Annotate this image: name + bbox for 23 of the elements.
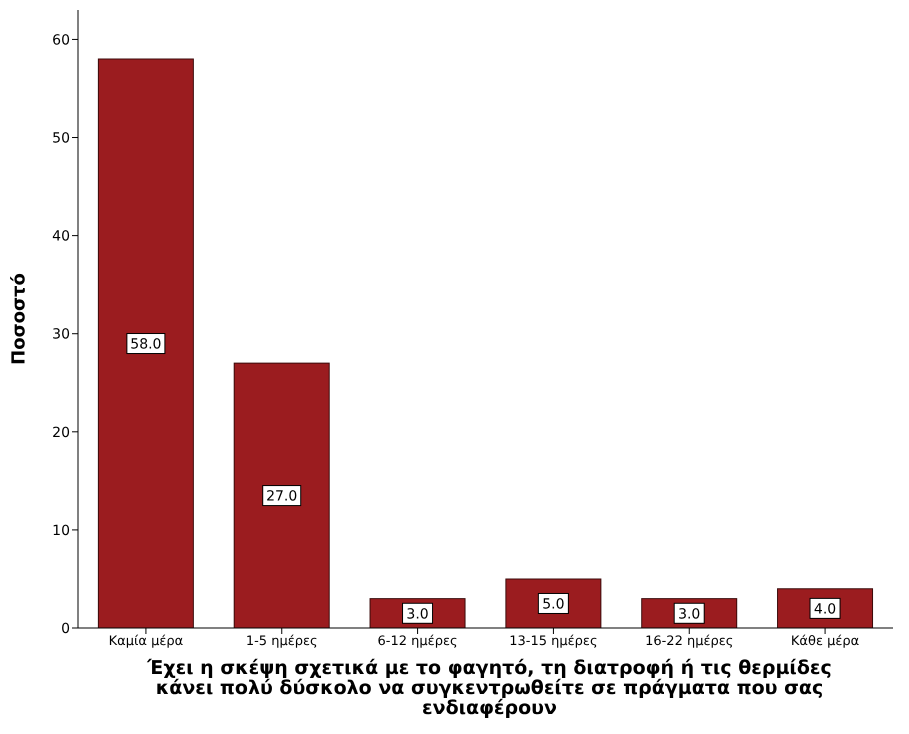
y-tick-label: 50 xyxy=(52,130,70,146)
y-tick-label: 20 xyxy=(52,424,70,441)
y-tick-label: 40 xyxy=(52,228,70,245)
data-label: 3.0 xyxy=(406,606,429,622)
data-label: 58.0 xyxy=(130,336,162,353)
x-axis-title: Έχει η σκέψη σχετικά με το φαγητό, τη διατροφή ή τις θερμίδες κάνει πολύ δύσκολο να συγκεντρωθείτε σε πράγματα που σας ενδιαφέρουν xyxy=(146,657,833,719)
x-tick-label: 1-5 ημέρες xyxy=(246,634,318,650)
y-tick-label: 60 xyxy=(52,32,70,48)
y-tick-label: 10 xyxy=(52,522,70,539)
data-label: 27.0 xyxy=(266,488,298,505)
x-tick-label: 16-22 ημέρες xyxy=(645,634,734,650)
data-label: 4.0 xyxy=(814,601,836,618)
y-tick-label: 30 xyxy=(52,326,70,343)
x-tick-label: 6-12 ημέρες xyxy=(378,634,458,650)
data-label: 5.0 xyxy=(542,596,565,612)
x-tick-label: 13-15 ημέρες xyxy=(509,634,598,650)
x-tick-label: Καμία μέρα xyxy=(108,634,184,650)
x-tick-label: Κάθε μέρα xyxy=(790,634,860,650)
bar xyxy=(98,58,194,628)
bar xyxy=(234,362,330,628)
y-axis-title: Ποσοστό xyxy=(8,273,30,365)
data-label: 3.0 xyxy=(678,606,700,622)
y-tick-label: 0 xyxy=(61,620,70,637)
